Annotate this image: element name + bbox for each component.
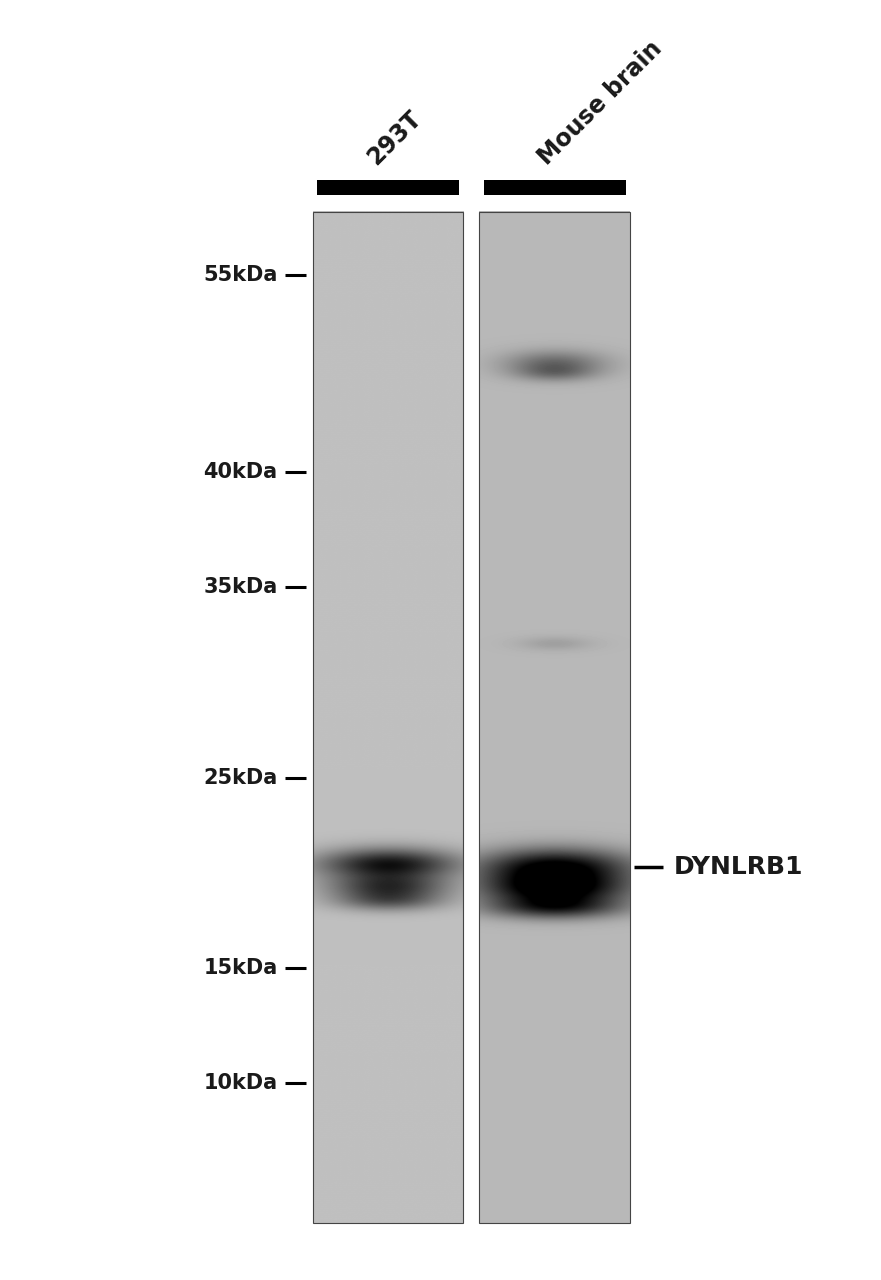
Text: 40kDa: 40kDa (204, 462, 278, 483)
Text: 293T: 293T (362, 106, 426, 169)
Text: 55kDa: 55kDa (204, 265, 278, 285)
Text: 25kDa: 25kDa (204, 768, 278, 787)
Text: 15kDa: 15kDa (204, 959, 278, 978)
Text: Mouse brain: Mouse brain (533, 36, 666, 169)
Text: DYNLRB1: DYNLRB1 (674, 855, 803, 878)
Bar (317, 179, 459, 195)
Bar (313, 211, 463, 1222)
Text: 35kDa: 35kDa (204, 577, 278, 596)
Bar (479, 211, 630, 1222)
Bar (484, 179, 626, 195)
Text: 10kDa: 10kDa (204, 1073, 278, 1093)
